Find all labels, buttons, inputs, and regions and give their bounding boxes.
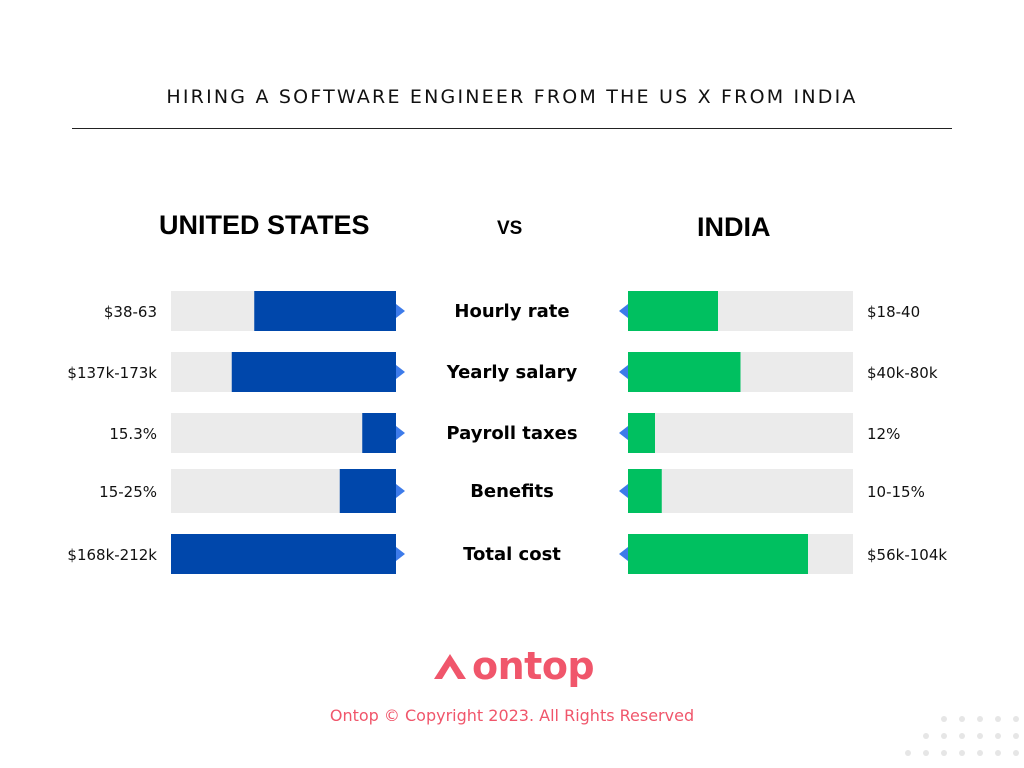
india-bar [628, 534, 808, 574]
us-bar [362, 413, 396, 453]
ontop-logo-text: ontop [472, 644, 595, 688]
india-bar-track [628, 413, 853, 453]
title-divider [72, 128, 952, 129]
india-arrow-icon [619, 484, 628, 498]
chart-title: HIRING A SOFTWARE ENGINEER FROM THE US X… [166, 86, 858, 108]
us-value-label: $38-63 [104, 303, 157, 321]
india-value-label: 10-15% [867, 483, 925, 501]
india-arrow-icon [619, 547, 628, 561]
copyright-text: Ontop © Copyright 2023. All Rights Reser… [329, 706, 695, 725]
india-bar [628, 291, 718, 331]
united-states-heading: UNITED STATES [159, 210, 370, 240]
us-bar [171, 534, 396, 574]
us-value-label: $137k-173k [67, 364, 157, 382]
us-value-label: $168k-212k [67, 546, 157, 564]
us-arrow-icon [396, 426, 405, 440]
comparison-chart: $38-63 Hourly rate $18-40 $137k-173k Yearly … [67, 291, 947, 574]
india-bar [628, 469, 662, 513]
us-arrow-icon [396, 547, 405, 561]
us-bar-track [171, 413, 396, 453]
category-label: Benefits [470, 481, 554, 502]
india-value-label: $40k-80k [867, 364, 938, 382]
india-bar [628, 413, 655, 453]
category-label: Hourly rate [454, 301, 569, 322]
category-label: Yearly salary [446, 362, 578, 383]
us-arrow-icon [396, 484, 405, 498]
ontop-logo: ontop [432, 644, 595, 688]
india-heading: INDIA [697, 212, 771, 242]
us-bar [339, 469, 396, 513]
india-arrow-icon [619, 365, 628, 379]
us-value-label: 15-25% [99, 483, 157, 501]
ontop-logo-icon [434, 654, 466, 679]
india-bar [628, 352, 741, 392]
vs-label: VS [497, 218, 523, 239]
india-arrow-icon [619, 304, 628, 318]
category-label: Payroll taxes [446, 423, 577, 444]
us-value-label: 15.3% [109, 425, 157, 443]
india-arrow-icon [619, 426, 628, 440]
india-value-label: $56k-104k [867, 546, 947, 564]
india-value-label: 12% [867, 425, 900, 443]
us-arrow-icon [396, 365, 405, 379]
decorative-dot-grid [905, 716, 1019, 756]
us-arrow-icon [396, 304, 405, 318]
us-bar [254, 291, 396, 331]
category-label: Total cost [463, 544, 561, 565]
us-bar [231, 352, 396, 392]
india-bar-track [628, 469, 853, 513]
india-value-label: $18-40 [867, 303, 920, 321]
